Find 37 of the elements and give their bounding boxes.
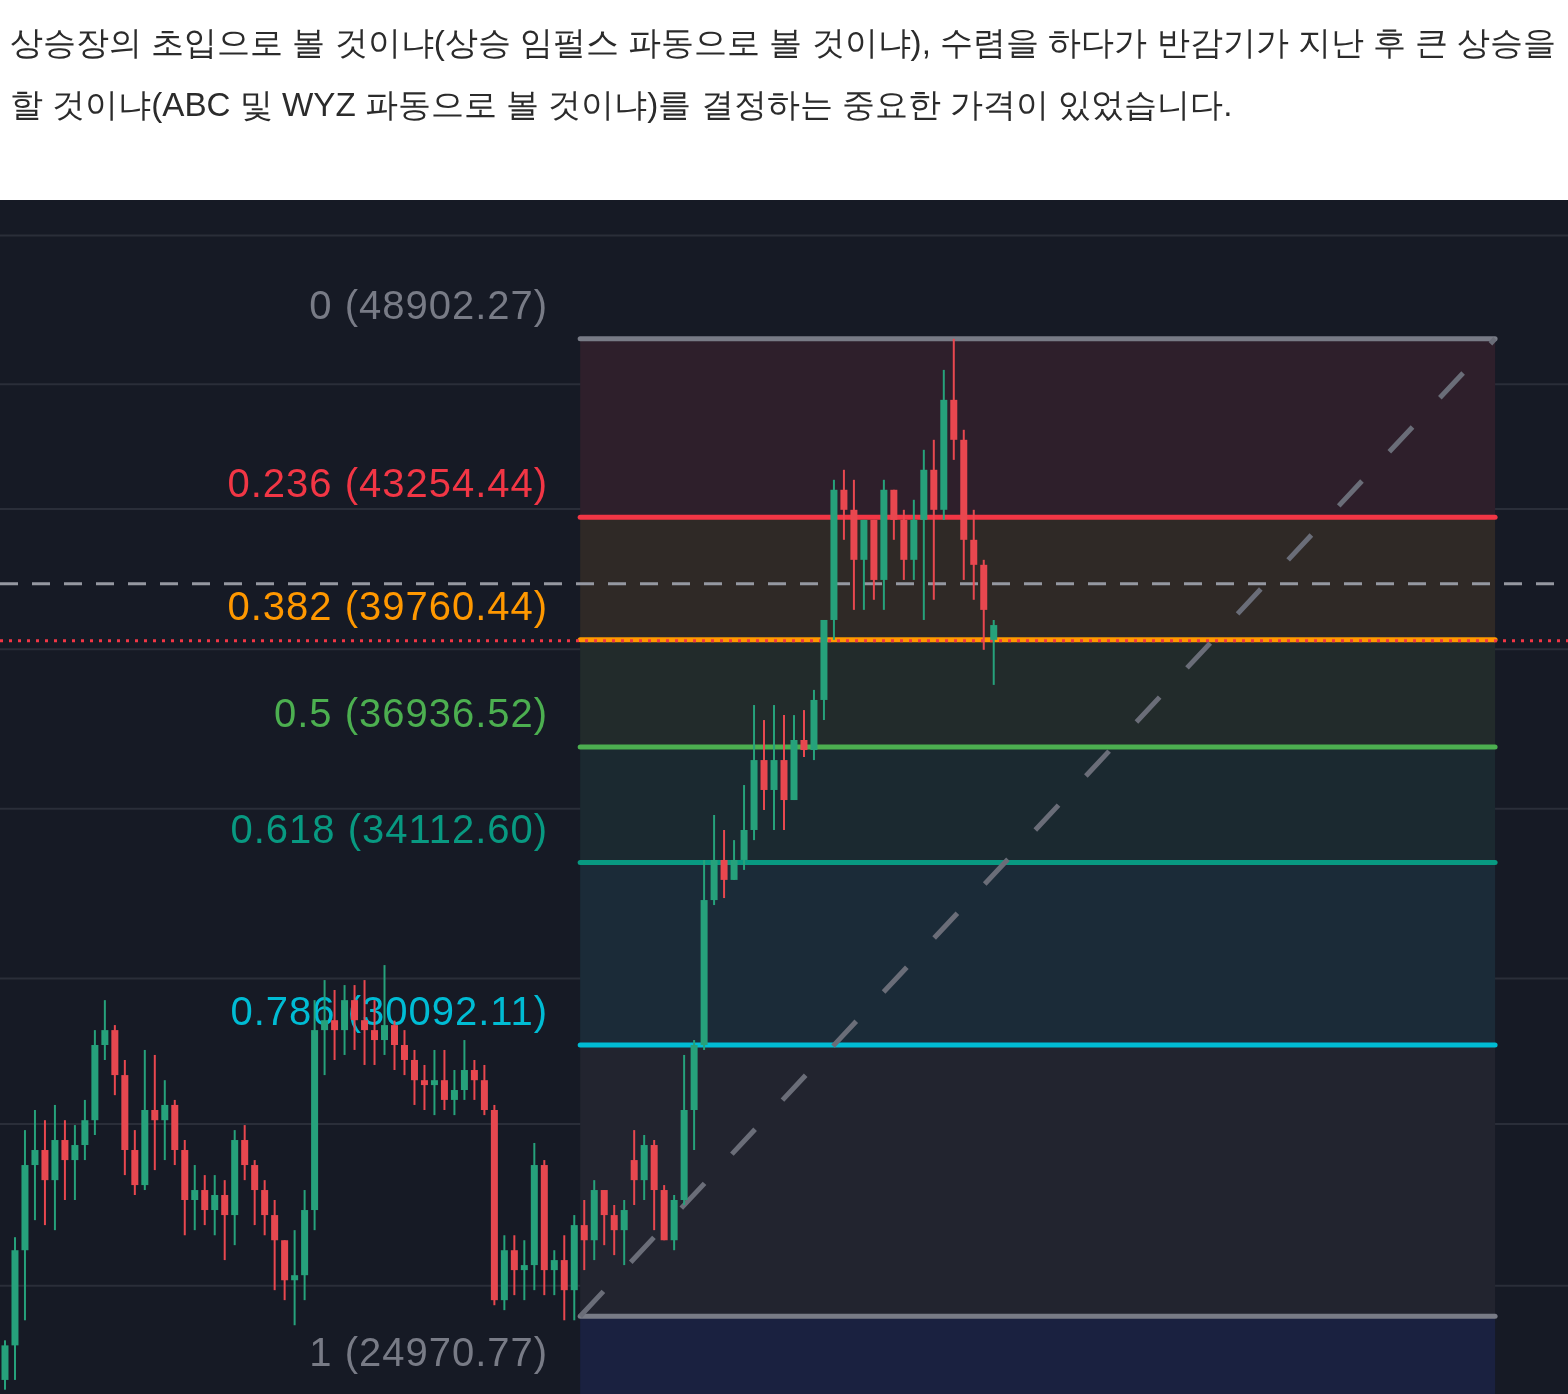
- candlestick: [520, 1239, 528, 1302]
- ref-line-label: 0 (48902.27): [309, 282, 549, 327]
- candlestick: [610, 1204, 618, 1257]
- candlestick: [161, 1079, 169, 1162]
- candlestick: [420, 1063, 428, 1111]
- candlestick: [201, 1174, 209, 1227]
- candlestick: [460, 1039, 468, 1101]
- candlestick: [430, 1048, 438, 1117]
- ref-line-label: 0.236 (43254.44): [227, 461, 549, 506]
- candlestick: [221, 1179, 229, 1262]
- candlestick: [291, 1229, 299, 1327]
- candlestick: [450, 1069, 458, 1117]
- candlestick: [31, 1109, 39, 1222]
- ref-line-label: 0.382 (39760.44): [227, 583, 549, 628]
- candlestick: [840, 468, 848, 541]
- candlestick: [61, 1119, 69, 1201]
- candlestick: [730, 839, 738, 881]
- candlestick: [550, 1249, 558, 1297]
- ref-line-label: 0.5 (36936.52): [273, 690, 549, 735]
- ref-line-label: 1 (24970.77): [309, 1330, 549, 1375]
- candlestick: [71, 1124, 79, 1201]
- candlestick: [800, 709, 808, 759]
- candlestick: [990, 618, 998, 686]
- candlestick: [510, 1234, 518, 1297]
- candlestick: [101, 999, 109, 1061]
- candlestick: [191, 1164, 199, 1232]
- candlestick: [630, 1129, 638, 1207]
- ref-line-label: 0.618 (34112.60): [230, 806, 549, 851]
- candlestick: [620, 1199, 628, 1267]
- candlestick: [151, 1053, 159, 1172]
- candlestick: [580, 1199, 588, 1272]
- candlestick: [211, 1174, 219, 1237]
- chart-title: 상승장의 초입으로 볼 것이냐(상승 임펄스 파동으로 볼 것이냐), 수렴을 하다가 반감기가 지난 후 큰 상승을 할 것이냐(ABC 및 WYZ 파동으로 볼 것이냐)를 결정하는 중요한 가격이 있었습니다.: [9, 23, 1558, 125]
- candlestick: [470, 1058, 478, 1101]
- candlestick: [720, 828, 728, 900]
- candlestick: [440, 1048, 448, 1111]
- candlestick: [410, 1048, 418, 1106]
